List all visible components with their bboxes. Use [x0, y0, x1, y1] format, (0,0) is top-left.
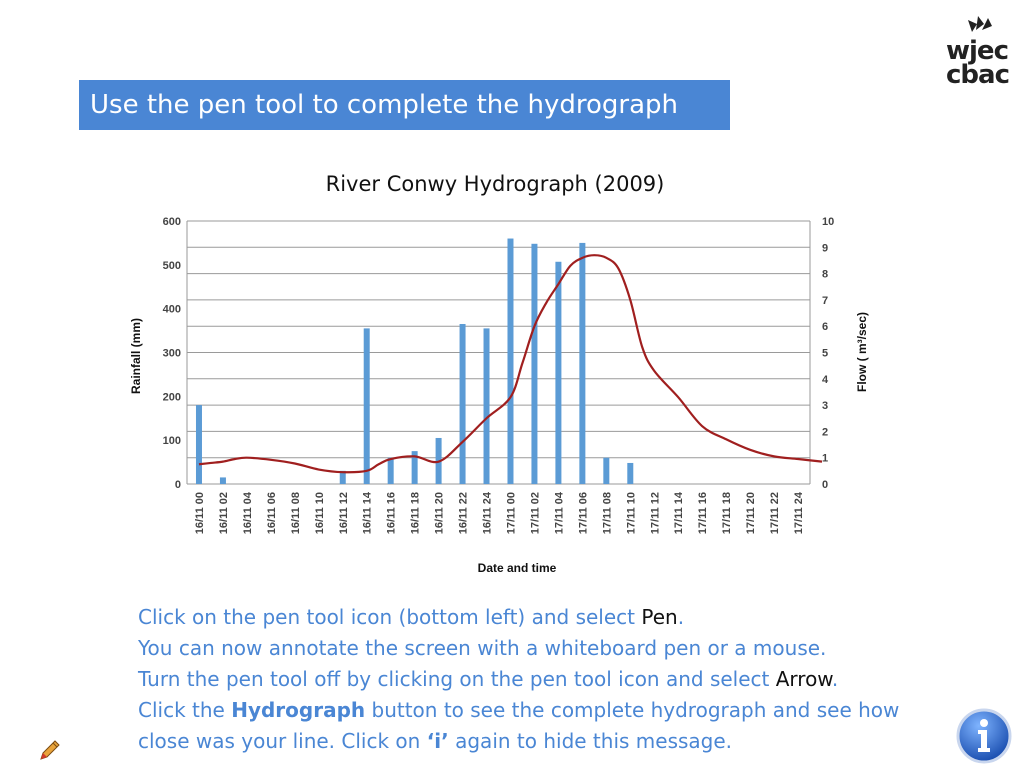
rainfall-bar: [483, 328, 490, 484]
hydrograph-chart: 0 100 200 300 400 500 600 0 1 2 3 4 5 6 7 8 9 10 16/11 0…: [129, 216, 869, 575]
x-tick-label: 17/11 12: [649, 492, 661, 534]
x-tick-label: 16/11 10: [314, 492, 326, 534]
x-axis-label: Date and time: [478, 561, 557, 575]
x-tick-label: 17/11 16: [697, 492, 709, 534]
left-tick-label: 0: [175, 479, 181, 491]
x-tick-label: 17/11 00: [505, 492, 517, 534]
rainfall-bar: [195, 405, 202, 484]
x-tick-label: 17/11 06: [577, 492, 589, 534]
x-tick-label: 17/11 04: [553, 491, 565, 534]
pen-tool-icon[interactable]: [38, 738, 62, 762]
x-tick-label: 16/11 14: [362, 491, 374, 534]
rainfall-bar: [363, 328, 370, 484]
right-tick-label: 4: [822, 374, 829, 386]
left-tick-label: 200: [163, 391, 181, 403]
chart-title: River Conwy Hydrograph (2009): [325, 172, 665, 196]
left-tick-label: 600: [163, 216, 181, 228]
right-tick-label: 0: [822, 479, 828, 491]
x-tick-label: 16/11 00: [194, 492, 206, 534]
info-button[interactable]: [956, 708, 1012, 764]
right-tick-label: 7: [822, 295, 828, 307]
instruction-line-3: Turn the pen tool off by clicking on the…: [138, 667, 839, 691]
x-tick-label: 17/11 14: [673, 491, 685, 534]
x-tick-label: 16/11 02: [218, 492, 230, 534]
right-tick-label: 10: [822, 216, 834, 228]
x-tick-label: 17/11 10: [625, 492, 637, 534]
info-icon: [978, 719, 990, 752]
instruction-line-2: You can now annotate the screen with a w…: [138, 636, 827, 660]
x-tick-label: 17/11 20: [745, 492, 757, 534]
logo-line-1: wjec: [946, 36, 1009, 66]
rainfall-bar: [507, 238, 514, 484]
chart-grid: [186, 220, 811, 485]
left-tick-label: 300: [163, 348, 181, 360]
y-axis-label-left: Rainfall (mm): [129, 318, 143, 394]
x-tick-label: 16/11 06: [266, 492, 278, 534]
rainfall-bar: [387, 457, 394, 484]
right-tick-label: 6: [822, 321, 828, 333]
rainfall-bar: [339, 470, 346, 484]
page-title: Use the pen tool to complete the hydrogr…: [90, 90, 679, 120]
right-tick-label: 1: [822, 453, 828, 465]
x-tick-label: 16/11 12: [338, 492, 350, 534]
rainfall-bar: [219, 477, 226, 484]
right-tick-label: 2: [822, 426, 828, 438]
rainfall-bars: [195, 238, 634, 484]
instruction-line-1: Click on the pen tool icon (bottom left)…: [138, 605, 685, 629]
left-tick-label: 100: [163, 435, 181, 447]
right-axis-ticks: 0 1 2 3 4 5 6 7 8 9 10: [822, 216, 834, 491]
rainfall-bar: [603, 457, 610, 484]
rainfall-bar: [459, 324, 466, 484]
logo-line-2: cbac: [946, 60, 1010, 90]
rainfall-bar: [411, 451, 418, 484]
instruction-line-4: Click the Hydrograph button to see the c…: [138, 698, 900, 722]
instructions-panel: Click on the pen tool icon (bottom left)…: [138, 602, 958, 757]
open-book-icon: [968, 16, 992, 32]
x-tick-label: 17/11 24: [793, 491, 805, 534]
rainfall-bar: [555, 261, 562, 484]
right-tick-label: 5: [822, 348, 828, 360]
rainfall-bar: [579, 242, 586, 484]
x-tick-label: 17/11 18: [721, 492, 733, 534]
left-tick-label: 500: [163, 260, 181, 272]
rainfall-bar: [627, 462, 634, 484]
x-tick-label: 16/11 22: [458, 492, 470, 534]
rainfall-bar: [531, 243, 538, 484]
instruction-line-5: close was your line. Click on ‘i’ again …: [138, 729, 733, 753]
x-tick-label: 16/11 18: [410, 492, 422, 534]
wjec-logo: wjec cbac: [942, 14, 1012, 88]
x-tick-label: 17/11 02: [529, 492, 541, 534]
flow-line: [198, 254, 823, 474]
page-title-banner: Use the pen tool to complete the hydrogr…: [79, 80, 730, 130]
y-axis-label-right: Flow ( m³/sec): [855, 312, 869, 392]
x-tick-label: 17/11 22: [769, 492, 781, 534]
left-axis-ticks: 0 100 200 300 400 500 600: [163, 216, 181, 491]
x-tick-label: 16/11 16: [386, 492, 398, 534]
x-tick-label: 16/11 08: [290, 492, 302, 534]
right-tick-label: 9: [822, 242, 828, 254]
x-tick-label: 17/11 08: [601, 492, 613, 534]
x-tick-label: 16/11 24: [482, 491, 494, 534]
right-tick-label: 3: [822, 400, 828, 412]
left-tick-label: 400: [163, 304, 181, 316]
x-axis-ticks: 16/11 00 16/11 02 16/11 04 16/11 06 16/11 08…: [194, 491, 805, 534]
x-tick-label: 16/11 04: [242, 491, 254, 534]
right-tick-label: 8: [822, 269, 828, 281]
x-tick-label: 16/11 20: [434, 492, 446, 534]
